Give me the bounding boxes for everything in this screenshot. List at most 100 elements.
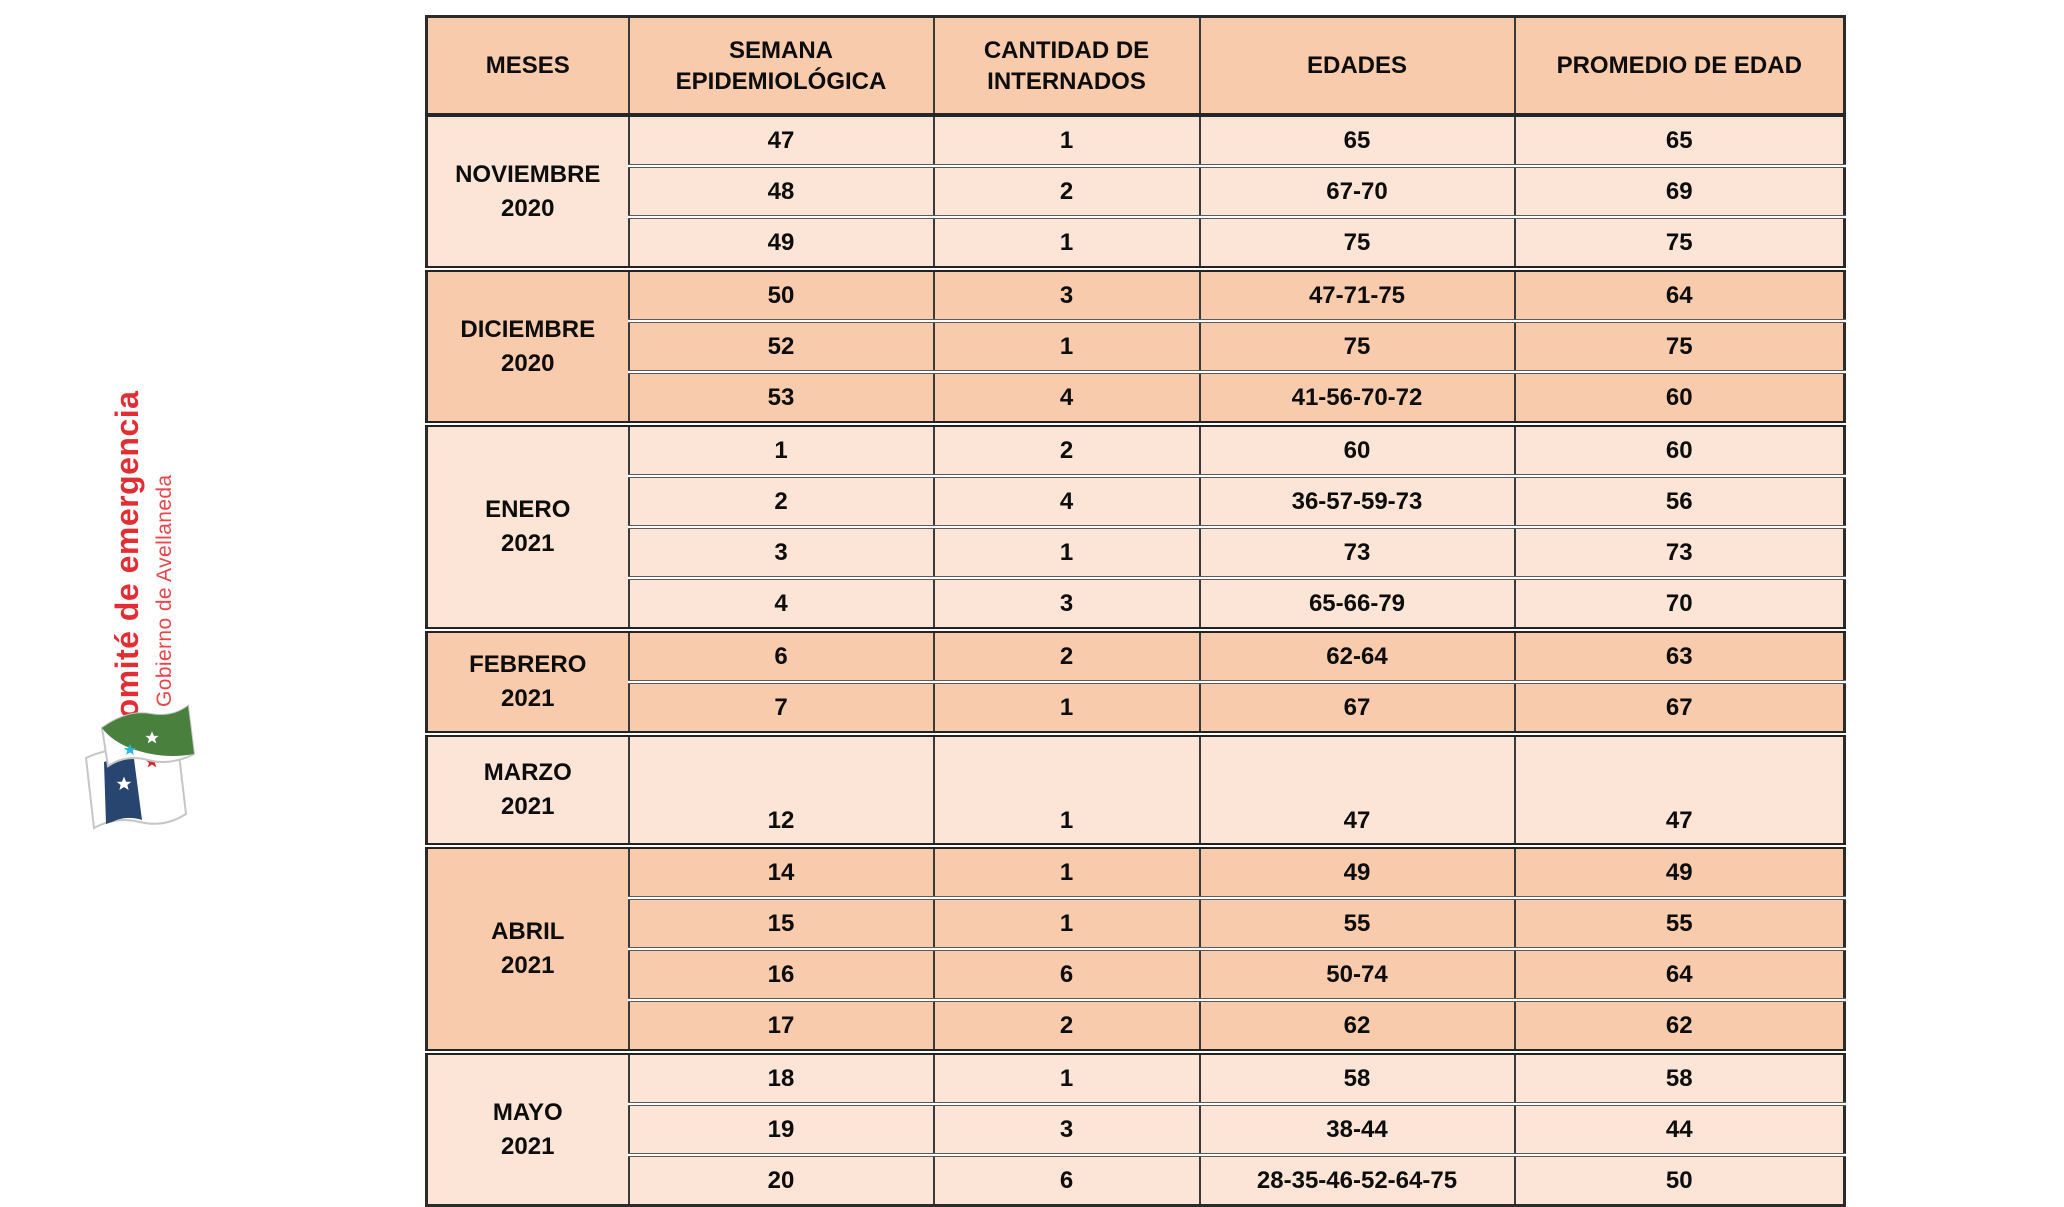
logo-subtitle: Gobierno de Avellaneda bbox=[153, 474, 176, 707]
average-age-cell: 69 bbox=[1513, 164, 1846, 218]
table-row: 3 1 73 73 bbox=[427, 525, 1846, 579]
table-row: 15 1 55 55 bbox=[427, 896, 1846, 950]
ages-cell: 75 bbox=[1198, 215, 1516, 270]
average-age-cell: 60 bbox=[1513, 421, 1846, 477]
average-age-cell: 64 bbox=[1513, 947, 1846, 1001]
average-age-cell: 75 bbox=[1513, 319, 1846, 373]
ages-cell: 38-44 bbox=[1198, 1102, 1516, 1156]
epidemiology-table: MESES SEMANA EPIDEMIOLÓGICA CANTIDAD DE … bbox=[425, 15, 1846, 1207]
count-cell: 1 bbox=[932, 896, 1201, 950]
table-row: 48 2 67-70 69 bbox=[427, 164, 1846, 218]
average-age-cell: 64 bbox=[1513, 266, 1846, 322]
average-age-cell: 49 bbox=[1513, 843, 1846, 899]
table-row: 4 3 65-66-79 70 bbox=[427, 576, 1846, 631]
week-cell: 18 bbox=[627, 1049, 935, 1105]
week-cell: 3 bbox=[627, 525, 935, 579]
table-row: 20 6 28-35-46-52-64-75 50 bbox=[427, 1153, 1846, 1207]
week-cell: 20 bbox=[627, 1153, 935, 1207]
month-cell: FEBRERO 2021 bbox=[425, 627, 630, 735]
ages-cell: 65-66-79 bbox=[1198, 576, 1516, 631]
count-cell: 4 bbox=[932, 474, 1201, 528]
count-cell: 3 bbox=[932, 576, 1201, 631]
month-cell: MARZO 2021 bbox=[425, 731, 630, 847]
ages-cell: 75 bbox=[1198, 319, 1516, 373]
ages-cell: 41-56-70-72 bbox=[1198, 370, 1516, 425]
count-cell: 2 bbox=[932, 421, 1201, 477]
week-cell: 6 bbox=[627, 627, 935, 683]
ages-cell: 60 bbox=[1198, 421, 1516, 477]
count-cell: 4 bbox=[932, 370, 1201, 425]
average-age-cell: 55 bbox=[1513, 896, 1846, 950]
ages-cell: 50-74 bbox=[1198, 947, 1516, 1001]
count-cell: 2 bbox=[932, 998, 1201, 1053]
ages-cell: 65 bbox=[1198, 114, 1516, 167]
header-row: MESES SEMANA EPIDEMIOLÓGICA CANTIDAD DE … bbox=[425, 15, 1846, 117]
ages-cell: 62-64 bbox=[1198, 627, 1516, 683]
week-cell: 47 bbox=[627, 114, 935, 167]
average-age-cell: 70 bbox=[1513, 576, 1846, 631]
month-cell: ENERO 2021 bbox=[425, 421, 630, 631]
column-header-semana: SEMANA EPIDEMIOLÓGICA bbox=[627, 15, 935, 117]
average-age-cell: 73 bbox=[1513, 525, 1846, 579]
table-row: 52 1 75 75 bbox=[427, 319, 1846, 373]
logo-title: Comité de emergencia bbox=[109, 390, 145, 742]
week-cell: 52 bbox=[627, 319, 935, 373]
table-row: 16 6 50-74 64 bbox=[427, 947, 1846, 1001]
count-cell: 3 bbox=[932, 266, 1201, 322]
week-cell: 7 bbox=[627, 680, 935, 735]
week-cell: 2 bbox=[627, 474, 935, 528]
ages-cell: 73 bbox=[1198, 525, 1516, 579]
count-cell: 1 bbox=[932, 731, 1201, 847]
table-row: 2 4 36-57-59-73 56 bbox=[427, 474, 1846, 528]
week-cell: 1 bbox=[627, 421, 935, 477]
count-cell: 1 bbox=[932, 215, 1201, 270]
table-row: FEBRERO 2021 6 2 62-64 63 bbox=[425, 627, 1846, 735]
column-header-edades: EDADES bbox=[1198, 15, 1516, 117]
count-cell: 1 bbox=[932, 1049, 1201, 1105]
column-header-promedio: PROMEDIO DE EDAD bbox=[1513, 15, 1846, 117]
week-cell: 50 bbox=[627, 266, 935, 322]
table-row: ENERO 2021 1 2 60 60 bbox=[425, 421, 1846, 631]
table-row: MARZO 2021 12 1 47 47 bbox=[425, 731, 1846, 847]
column-header-meses: MESES bbox=[425, 15, 630, 117]
count-cell: 1 bbox=[932, 680, 1201, 735]
average-age-cell: 63 bbox=[1513, 627, 1846, 683]
table-row: 17 2 62 62 bbox=[427, 998, 1846, 1053]
month-cell: DICIEMBRE 2020 bbox=[425, 266, 630, 425]
average-age-cell: 47 bbox=[1513, 731, 1846, 847]
average-age-cell: 62 bbox=[1513, 998, 1846, 1053]
average-age-cell: 65 bbox=[1513, 114, 1846, 167]
week-cell: 15 bbox=[627, 896, 935, 950]
ages-cell: 47-71-75 bbox=[1198, 266, 1516, 322]
count-cell: 2 bbox=[932, 164, 1201, 218]
table-row: DICIEMBRE 2020 50 3 47-71-75 64 bbox=[425, 266, 1846, 425]
average-age-cell: 58 bbox=[1513, 1049, 1846, 1105]
count-cell: 2 bbox=[932, 627, 1201, 683]
ages-cell: 62 bbox=[1198, 998, 1516, 1053]
ages-cell: 36-57-59-73 bbox=[1198, 474, 1516, 528]
ages-cell: 67-70 bbox=[1198, 164, 1516, 218]
average-age-cell: 67 bbox=[1513, 680, 1846, 735]
week-cell: 4 bbox=[627, 576, 935, 631]
column-header-internados: CANTIDAD DE INTERNADOS bbox=[932, 15, 1201, 117]
week-cell: 48 bbox=[627, 164, 935, 218]
avellaneda-flags-icon bbox=[84, 704, 196, 830]
table-row: 49 1 75 75 bbox=[427, 215, 1846, 270]
count-cell: 1 bbox=[932, 525, 1201, 579]
average-age-cell: 60 bbox=[1513, 370, 1846, 425]
count-cell: 1 bbox=[932, 319, 1201, 373]
count-cell: 6 bbox=[932, 1153, 1201, 1207]
average-age-cell: 75 bbox=[1513, 215, 1846, 270]
count-cell: 1 bbox=[932, 843, 1201, 899]
week-cell: 16 bbox=[627, 947, 935, 1001]
average-age-cell: 50 bbox=[1513, 1153, 1846, 1207]
week-cell: 19 bbox=[627, 1102, 935, 1156]
count-cell: 3 bbox=[932, 1102, 1201, 1156]
ages-cell: 55 bbox=[1198, 896, 1516, 950]
week-cell: 12 bbox=[627, 731, 935, 847]
table-row: ABRIL 2021 14 1 49 49 bbox=[425, 843, 1846, 1053]
ages-cell: 58 bbox=[1198, 1049, 1516, 1105]
count-cell: 6 bbox=[932, 947, 1201, 1001]
month-cell: NOVIEMBRE 2020 bbox=[425, 114, 630, 270]
table-body: NOVIEMBRE 2020 47 1 65 65 48 2 67-70 69 49 1 75 75 DIC… bbox=[425, 114, 1846, 1207]
